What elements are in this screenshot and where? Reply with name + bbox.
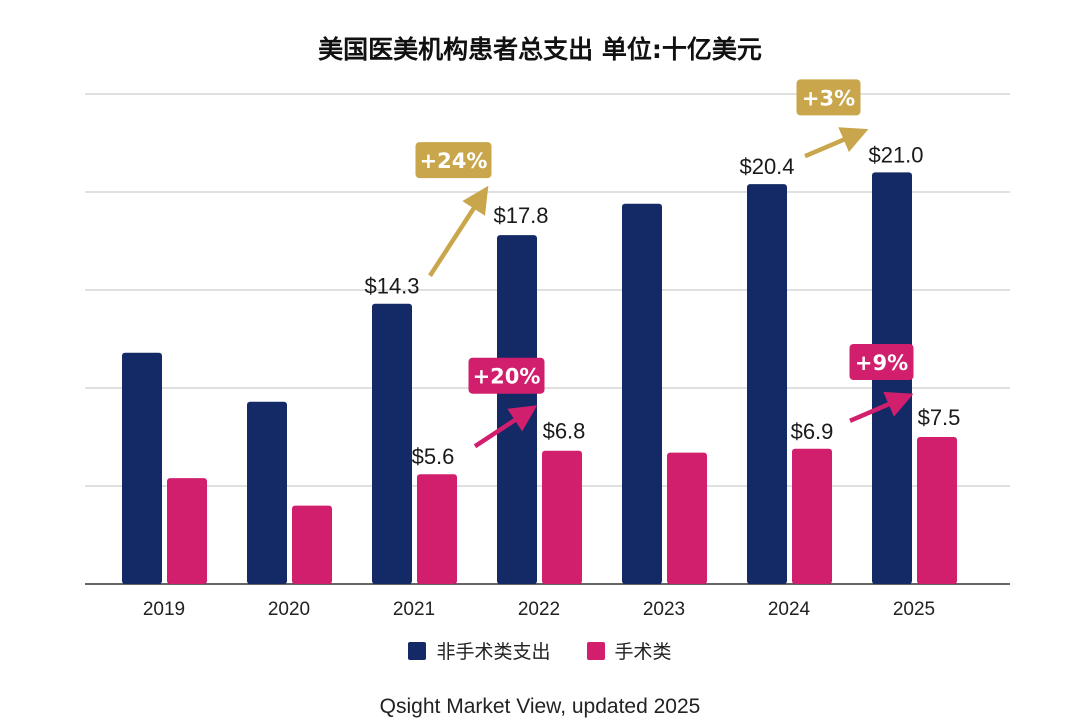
bar-nonsurgical-2022: [497, 235, 537, 584]
growth-badge: [796, 79, 861, 116]
x-tick-label: 2025: [893, 599, 935, 620]
bar-surgical-2023: [667, 452, 707, 584]
data-label: $14.3: [364, 274, 419, 299]
growth-badge-text: +24%: [420, 149, 488, 173]
growth-badge-text: +9%: [855, 351, 908, 375]
growth-badge: [468, 357, 545, 394]
data-label: $17.8: [493, 203, 548, 228]
legend-swatch-nonsurgical: [408, 641, 427, 660]
source-note: Qsight Market View, updated 2025: [379, 695, 701, 718]
growth-badge: [415, 142, 492, 179]
legend-swatch-surgical: [586, 641, 605, 660]
bar-surgical-2025: [917, 437, 957, 584]
x-tick-label: 2024: [768, 599, 811, 620]
chart-title: 美国医美机构患者总支出 单位:十亿美元: [318, 35, 762, 64]
bar-nonsurgical-2023: [622, 203, 662, 584]
data-label: $7.5: [918, 405, 961, 430]
bar-surgical-2019: [167, 478, 207, 584]
legend-item-nonsurgical: 非手术类支出: [408, 637, 551, 664]
bar-nonsurgical-2019: [122, 352, 162, 584]
bar-surgical-2021: [417, 474, 457, 584]
growth-arrow: [428, 185, 489, 277]
data-label: $6.9: [791, 419, 834, 444]
data-label: $5.6: [412, 444, 455, 469]
legend-label-surgical: 手术类: [614, 641, 672, 663]
growth-arrow: [804, 127, 869, 159]
legend-item-surgical: 手术类: [586, 637, 672, 664]
x-tick-label: 2021: [393, 599, 435, 620]
x-tick-label: 2022: [518, 599, 560, 620]
bar-surgical-2024: [792, 448, 832, 584]
bar-nonsurgical-2024: [747, 184, 787, 584]
data-label: $21.0: [868, 142, 923, 167]
legend-label-nonsurgical: 非手术类支出: [436, 641, 551, 663]
x-tick-label: 2023: [643, 599, 685, 620]
bar-surgical-2020: [292, 505, 332, 584]
legend: 非手术类支出 手术类: [0, 637, 1080, 664]
growth-arrow: [473, 405, 538, 449]
growth-badge: [849, 344, 914, 380]
growth-badge-text: +3%: [802, 86, 855, 110]
data-label: $20.4: [739, 154, 794, 179]
x-tick-label: 2019: [143, 599, 185, 620]
growth-badge-text: +20%: [473, 365, 541, 389]
bar-surgical-2022: [542, 450, 582, 584]
x-tick-label: 2020: [268, 599, 310, 620]
data-label: $6.8: [543, 419, 586, 444]
bar-nonsurgical-2020: [247, 401, 287, 584]
bar-nonsurgical-2021: [372, 303, 412, 584]
growth-arrow: [849, 391, 914, 423]
